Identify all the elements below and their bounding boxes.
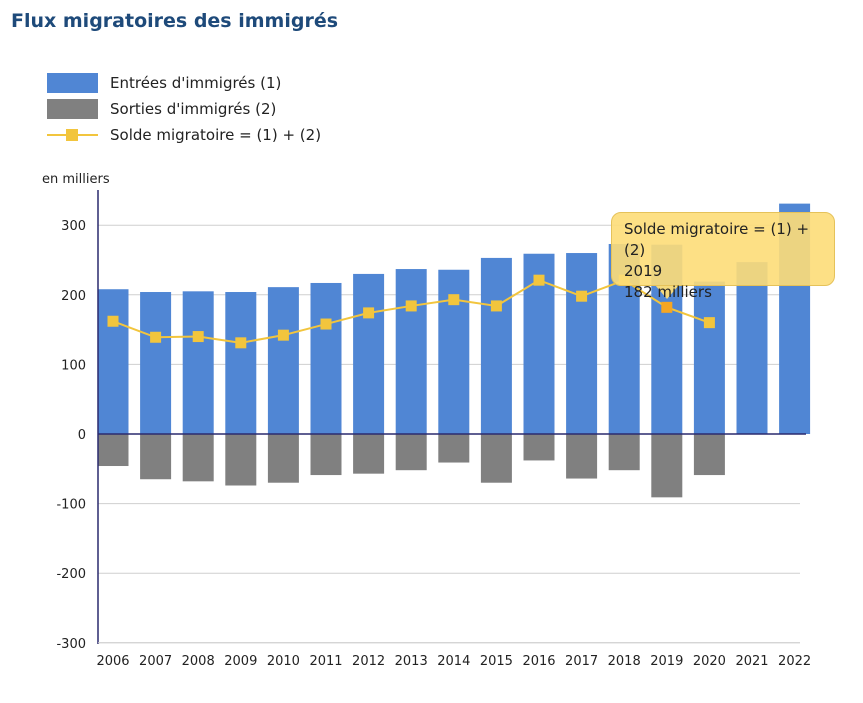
x-tick-label: 2007 bbox=[139, 654, 172, 669]
bar-sorties[interactable] bbox=[523, 434, 555, 461]
bar-entrees[interactable] bbox=[225, 292, 257, 434]
x-tick-label: 2014 bbox=[437, 654, 470, 669]
x-tick-label: 2010 bbox=[267, 654, 300, 669]
x-tick-label: 2016 bbox=[522, 654, 555, 669]
bar-sorties[interactable] bbox=[182, 434, 214, 482]
x-tick-label: 2019 bbox=[650, 654, 683, 669]
legend: Entrées d'immigrés (1) Sorties d'immigré… bbox=[47, 70, 321, 148]
bar-entrees[interactable] bbox=[310, 282, 342, 434]
x-tick-label: 2022 bbox=[778, 654, 811, 669]
x-tick-label: 2011 bbox=[309, 654, 342, 669]
point-solde[interactable] bbox=[320, 318, 332, 330]
chart-title: Flux migratoires des immigrés bbox=[11, 10, 339, 32]
point-solde[interactable] bbox=[490, 300, 502, 312]
bar-entrees[interactable] bbox=[182, 291, 214, 434]
x-tick-label: 2017 bbox=[565, 654, 598, 669]
bar-entrees[interactable] bbox=[97, 289, 129, 434]
legend-item-entrees[interactable]: Entrées d'immigrés (1) bbox=[47, 70, 321, 96]
legend-label-entrees: Entrées d'immigrés (1) bbox=[110, 74, 282, 92]
bar-sorties[interactable] bbox=[608, 434, 640, 471]
x-tick-label: 2009 bbox=[224, 654, 257, 669]
x-tick-label: 2008 bbox=[182, 654, 215, 669]
point-solde[interactable] bbox=[703, 317, 715, 329]
y-tick-label: 0 bbox=[78, 428, 86, 443]
point-solde[interactable] bbox=[405, 300, 417, 312]
bar-entrees[interactable] bbox=[353, 273, 385, 434]
bar-entrees[interactable] bbox=[140, 292, 172, 434]
legend-item-solde[interactable]: Solde migratoire = (1) + (2) bbox=[47, 122, 321, 148]
point-solde[interactable] bbox=[448, 294, 460, 306]
y-tick-label: -200 bbox=[56, 567, 86, 582]
legend-label-solde: Solde migratoire = (1) + (2) bbox=[110, 126, 322, 144]
bar-sorties[interactable] bbox=[566, 434, 598, 479]
x-tick-label: 2006 bbox=[96, 654, 129, 669]
tooltip-series: Solde migratoire = (1) + (2) bbox=[624, 220, 810, 259]
bar-entrees[interactable] bbox=[736, 262, 768, 434]
bar-sorties[interactable] bbox=[651, 434, 683, 498]
bar-sorties[interactable] bbox=[97, 434, 129, 467]
y-axis-unit-label: en milliers bbox=[42, 172, 110, 187]
tooltip-year: 2019 bbox=[624, 262, 663, 280]
bar-entrees[interactable] bbox=[395, 269, 427, 434]
x-tick-label: 2012 bbox=[352, 654, 385, 669]
point-solde[interactable] bbox=[150, 331, 162, 343]
bar-sorties[interactable] bbox=[225, 434, 257, 486]
point-solde[interactable] bbox=[533, 274, 545, 286]
point-solde[interactable] bbox=[363, 307, 375, 319]
y-tick-label: 300 bbox=[61, 219, 86, 234]
x-tick-label: 2020 bbox=[693, 654, 726, 669]
bar-entrees[interactable] bbox=[267, 287, 299, 434]
tooltip-tail bbox=[655, 285, 679, 299]
x-tick-label: 2013 bbox=[395, 654, 428, 669]
tooltip-value: 182 milliers bbox=[624, 283, 712, 301]
point-solde[interactable] bbox=[192, 331, 204, 343]
legend-item-sorties[interactable]: Sorties d'immigrés (2) bbox=[47, 96, 321, 122]
point-solde[interactable] bbox=[277, 329, 289, 341]
bar-sorties[interactable] bbox=[140, 434, 172, 480]
legend-swatch-entrees bbox=[47, 73, 98, 93]
bar-sorties[interactable] bbox=[438, 434, 470, 463]
x-tick-label: 2018 bbox=[608, 654, 641, 669]
bar-entrees[interactable] bbox=[693, 281, 725, 434]
legend-swatch-solde bbox=[47, 125, 98, 145]
legend-label-sorties: Sorties d'immigrés (2) bbox=[110, 100, 277, 118]
y-tick-label: -300 bbox=[56, 637, 86, 652]
bar-sorties[interactable] bbox=[480, 434, 512, 483]
bar-entrees[interactable] bbox=[566, 253, 598, 434]
tooltip: Solde migratoire = (1) + (2) 2019 182 mi… bbox=[611, 212, 835, 301]
y-tick-label: -100 bbox=[56, 498, 86, 513]
x-tick-label: 2021 bbox=[735, 654, 768, 669]
point-solde[interactable] bbox=[235, 337, 247, 349]
bar-sorties[interactable] bbox=[353, 434, 385, 474]
x-tick-label: 2015 bbox=[480, 654, 513, 669]
bar-sorties[interactable] bbox=[310, 434, 342, 476]
bar-sorties[interactable] bbox=[267, 434, 299, 483]
bar-sorties[interactable] bbox=[395, 434, 427, 471]
y-tick-label: 100 bbox=[61, 358, 86, 373]
y-tick-label: 200 bbox=[61, 289, 86, 304]
point-solde[interactable] bbox=[107, 315, 119, 327]
point-solde[interactable] bbox=[661, 301, 673, 313]
point-solde[interactable] bbox=[576, 290, 588, 302]
legend-swatch-sorties bbox=[47, 99, 98, 119]
bar-entrees[interactable] bbox=[480, 257, 512, 434]
bar-sorties[interactable] bbox=[693, 434, 725, 476]
